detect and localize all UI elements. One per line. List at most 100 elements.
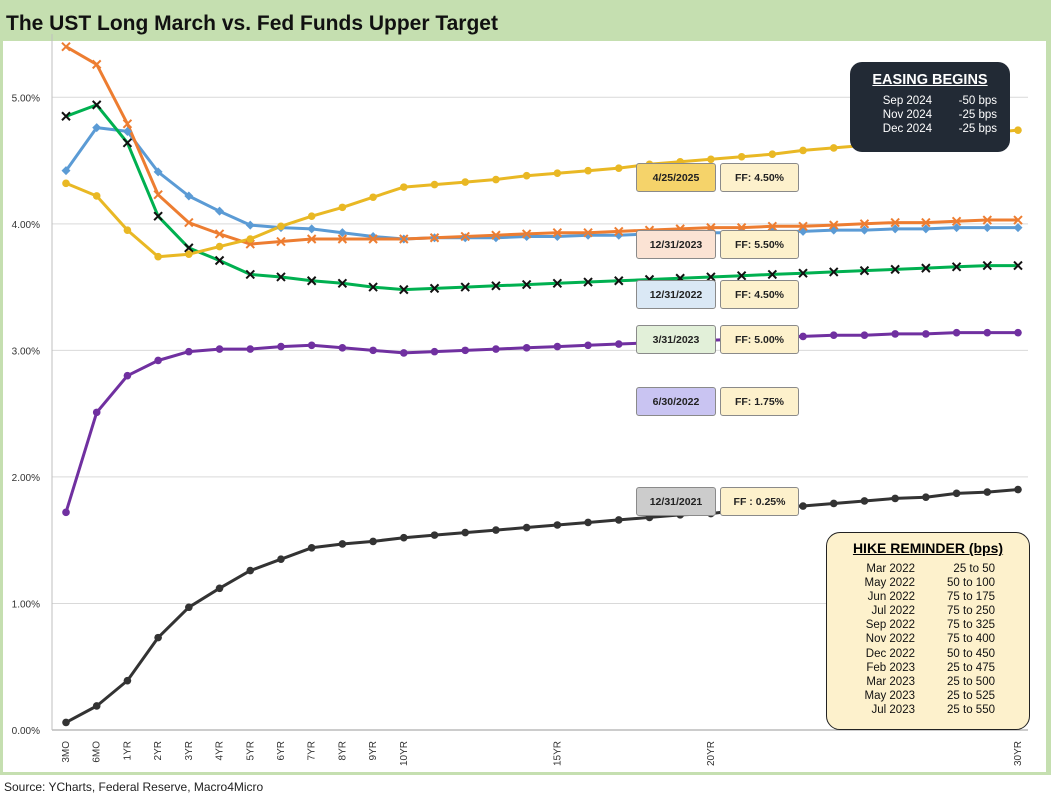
data-point [184,243,194,253]
hike-row: Feb 2023 25 to 475 [827,661,1029,675]
data-point [983,328,992,337]
data-point [122,126,132,136]
data-point [277,342,285,351]
series-line [65,45,1018,246]
data-point [276,272,286,282]
data-point [737,152,746,161]
data-point [860,331,869,339]
data-point [584,166,592,175]
data-point [430,180,439,189]
data-point [583,230,593,240]
data-point [522,523,531,532]
easing-bps: -25 bps [958,123,997,135]
hike-row: Sep 2022 75 to 325 [827,618,1029,632]
data-point [62,718,70,727]
hike-move: 50 to 450 [947,647,995,660]
data-point [614,516,623,524]
data-point [61,111,71,121]
data-point [153,190,163,200]
x-tick-label: 7YR [307,741,318,760]
hike-move: 25 to 50 [953,563,995,575]
data-point [337,278,348,289]
data-point [184,217,194,228]
data-point [185,603,193,612]
x-tick-label: 10YR [399,741,410,766]
data-point [400,349,408,357]
data-point [461,178,470,186]
data-point [246,345,255,353]
data-point [491,281,501,291]
data-point [922,330,930,338]
hike-row: Mar 2022 25 to 50 [827,562,1029,576]
x-tick-label: 5YR [245,741,256,760]
data-point [891,494,899,503]
hike-date: Jun 2022 [867,591,915,604]
data-point [185,347,193,356]
data-point [1014,126,1022,134]
hike-date: Dec 2022 [865,647,915,660]
data-point [460,282,470,292]
data-point [798,221,808,232]
hike-row: May 2022 50 to 100 [827,576,1029,590]
data-point [246,235,255,243]
data-point [92,59,102,70]
series-line [64,331,1018,513]
data-point [62,179,70,188]
data-point [307,543,316,552]
data-point [921,224,931,234]
easing-date: Dec 2024 [882,123,932,135]
data-point [338,203,347,212]
data-point [92,702,101,710]
hike-move: 25 to 475 [947,661,995,674]
data-point [552,227,563,238]
hike-rows: Mar 2022 25 to 50 May 2022 50 to 100 Jun 202… [827,562,1029,717]
data-point [307,224,317,234]
data-point [799,332,807,341]
fed-funds-label: FF: 5.50% [720,230,799,259]
series-line [65,488,1019,724]
data-point [736,270,747,281]
hike-row: May 2023 25 to 525 [827,689,1029,703]
data-point [338,540,347,548]
hike-date: Jul 2022 [871,605,915,618]
series-markers [61,41,1023,727]
data-point [306,276,317,286]
y-tick-label: 2.00% [12,473,40,484]
data-point [952,223,962,233]
data-point [1013,260,1023,271]
series-date-label: 4/25/2025 [636,163,716,192]
hike-date: May 2023 [864,689,915,702]
data-point [92,123,102,133]
easing-bps: -25 bps [958,109,997,121]
data-point [614,226,624,237]
data-point [368,282,378,292]
hike-move: 75 to 400 [947,633,995,646]
x-tick-label: 8YR [337,741,348,760]
data-point [982,215,992,225]
chart-title: The UST Long March vs. Fed Funds Upper T… [6,12,498,35]
data-point [215,206,225,216]
hike-date: Feb 2023 [866,661,915,674]
fed-funds-label: FF: 4.50% [720,280,799,309]
data-point [460,231,470,242]
hike-row: Jul 2023 25 to 550 [827,703,1029,717]
data-point [522,344,531,352]
hike-title: HIKE REMINDER (bps) [852,540,1004,556]
data-point [552,278,563,289]
data-point [522,171,531,180]
data-point [921,263,931,273]
data-point [337,228,347,238]
data-point [952,489,961,498]
y-tick-label: 1.00% [12,599,40,610]
data-point [369,346,377,355]
data-point [707,155,715,164]
series-date-label: 3/31/2023 [636,325,716,354]
data-point [492,345,500,353]
easing-row: Dec 2024 -25 bps [850,122,1010,136]
hike-row: Dec 2022 50 to 450 [827,647,1029,661]
data-point [430,347,439,356]
easing-date: Nov 2024 [882,109,932,121]
data-point [154,356,162,365]
data-point [799,146,807,155]
data-point [521,279,532,290]
